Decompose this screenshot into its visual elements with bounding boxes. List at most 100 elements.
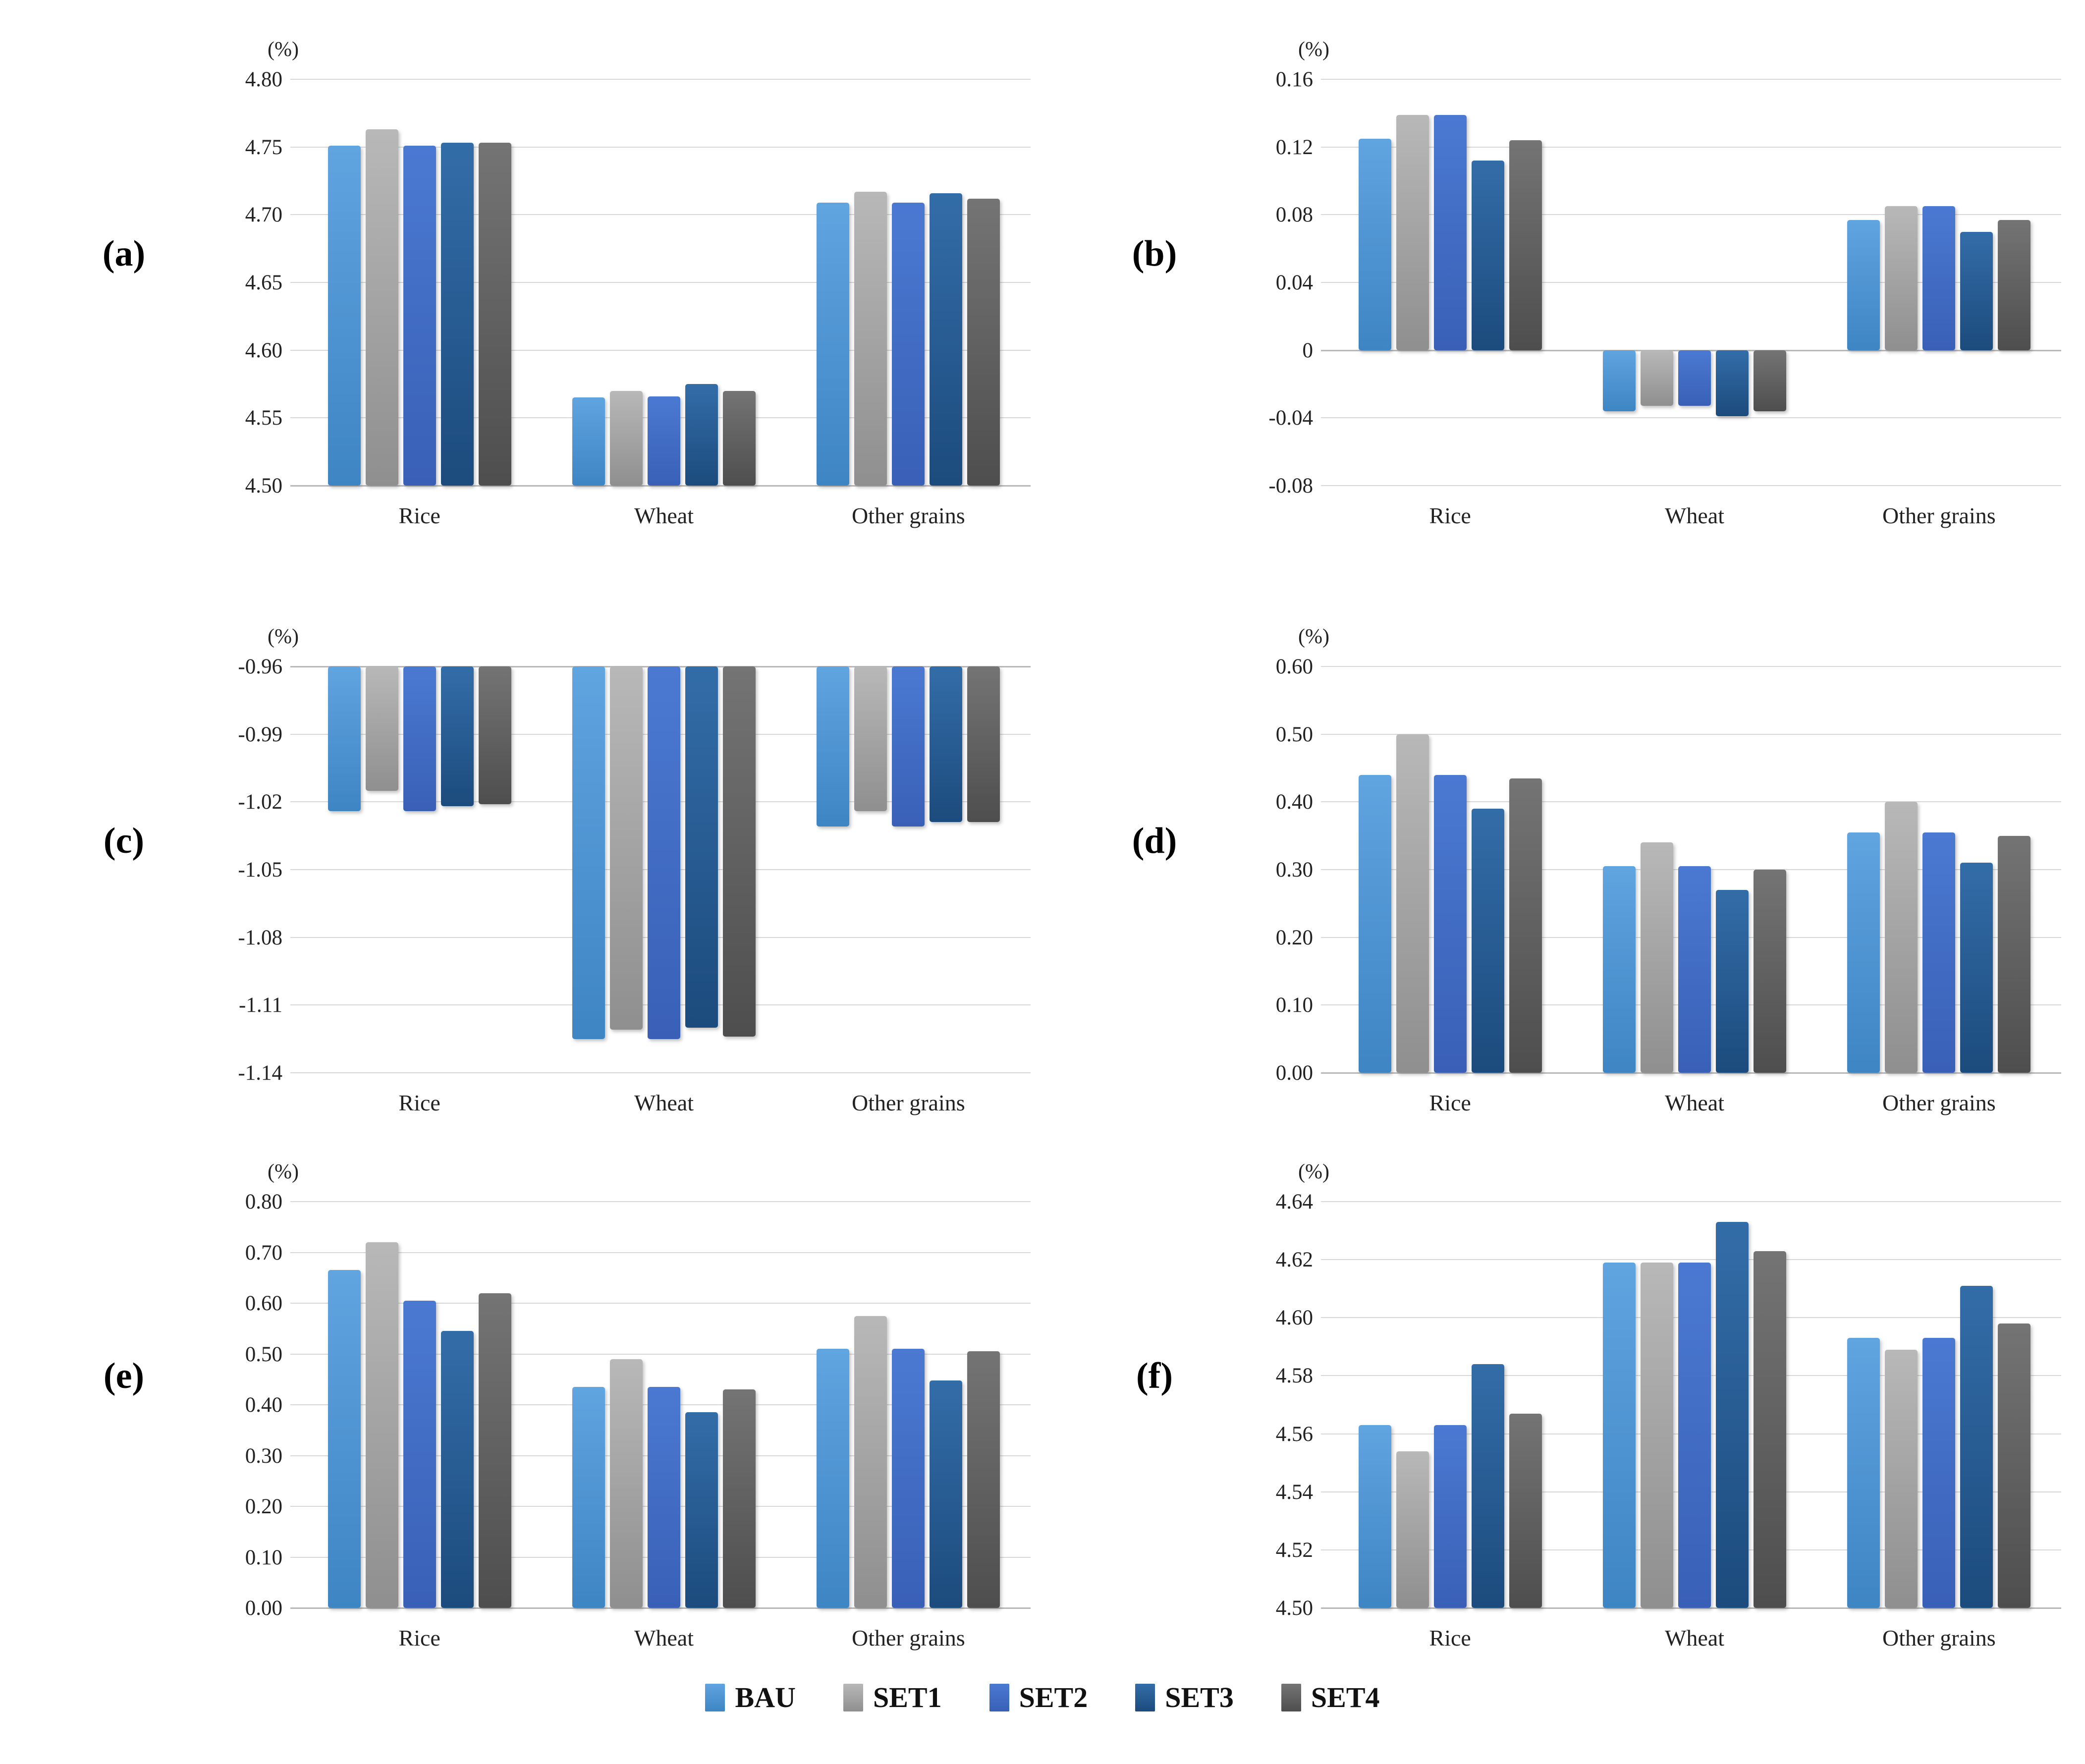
bar-set4-rice [478,666,511,804]
bar-set2-other-grains [892,1349,925,1608]
x-axis-category-label: Other grains [851,503,965,528]
y-axis-tick-label: 0 [1302,338,1314,362]
bar-set4-other-grains [1998,835,2031,1073]
x-axis-category-label: Wheat [1664,1625,1724,1651]
y-axis-tick-label: -1.02 [238,790,282,814]
gridline [290,485,1031,487]
bar-set4-rice [1509,1413,1542,1608]
plot-area [290,79,1031,487]
gridline [290,1303,1031,1304]
bar-set3-wheat [1716,350,1749,416]
bar-set3-wheat [685,384,718,486]
bar-set1-wheat [610,1359,643,1608]
y-axis-unit-label: (%) [268,1160,299,1183]
bar-set3-rice [440,143,474,486]
plot-area [1321,666,2061,1074]
panel-label-a: (a) [102,233,146,274]
gridline [290,1353,1031,1355]
gridline [290,79,1031,80]
bar-bau-rice [328,1270,361,1608]
x-axis-category-label: Other grains [851,1625,965,1651]
x-axis-category-label: Other grains [851,1090,965,1115]
y-axis-tick-label: 0.40 [245,1393,282,1417]
bar-set1-wheat [1641,1263,1673,1608]
y-axis-tick-label: 4.62 [1275,1248,1313,1272]
y-axis-tick-label: 0.80 [245,1190,282,1213]
plot-area [1321,79,2061,486]
y-axis-tick-label: -0.04 [1268,406,1313,430]
y-axis-tick-label: 0.08 [1275,203,1313,227]
bar-set2-wheat [1678,350,1711,406]
bar-set1-wheat [610,390,643,486]
x-axis-category-label: Wheat [1664,1090,1724,1115]
y-axis-tick-label: 0.16 [1275,68,1313,91]
y-axis-tick-label: -0.08 [1268,474,1313,497]
bar-set2-wheat [648,666,680,1039]
bar-set2-rice [403,1300,436,1608]
legend-label-bau: BAU [735,1681,796,1713]
bar-set4-wheat [1754,1251,1786,1608]
bar-set4-rice [1509,140,1542,350]
y-axis-tick-label: 0.20 [245,1495,282,1518]
y-axis-tick-label: 0.50 [1275,722,1313,746]
bar-bau-other-grains [817,666,850,827]
bar-set2-wheat [648,396,680,486]
legend-item-bau: BAU [705,1681,796,1714]
y-axis-tick-label: 4.52 [1275,1538,1313,1562]
bar-set2-rice [1433,1425,1467,1608]
gridline [1321,485,2061,486]
bar-set4-other-grains [967,198,1000,486]
legend-swatch-set2 [989,1683,1009,1711]
bar-bau-rice [1358,1425,1391,1608]
bar-set1-wheat [1641,350,1673,406]
y-axis-unit-label: (%) [268,625,299,648]
bar-bau-wheat [572,1387,605,1608]
y-axis-tick-label: -1.08 [238,926,282,949]
gridline [1321,1201,2061,1202]
y-axis-tick-label: -1.14 [238,1061,282,1085]
gridline [290,146,1031,148]
bar-bau-other-grains [1847,832,1880,1073]
y-axis-tick-label: 4.80 [245,68,282,91]
x-axis-category-label: Rice [398,1625,440,1651]
bar-set3-other-grains [930,193,963,486]
y-axis-tick-label: 0.60 [245,1292,282,1315]
bar-set4-other-grains [1998,220,2031,350]
bar-bau-other-grains [1847,1338,1880,1608]
bar-bau-other-grains [817,202,850,486]
bar-set1-rice [365,666,398,791]
y-axis-tick-label: -1.11 [239,993,282,1017]
y-axis-tick-label: 0.70 [245,1241,282,1265]
y-axis-tick-label: 4.60 [245,338,282,362]
legend-item-set1: SET1 [843,1681,942,1714]
x-axis-category-label: Wheat [634,1090,694,1115]
legend: BAU SET1 SET2 SET3 SET4 [0,1681,2085,1714]
bar-set1-other-grains [854,666,887,811]
y-axis-tick-label: 0.50 [245,1342,282,1366]
bar-set3-rice [1471,161,1504,350]
legend-item-set4: SET4 [1281,1681,1380,1714]
bar-chart-a: (%) 4.80 4.75 4.70 4.65 4.60 4.55 4.50 Rice Wheat… [208,35,1031,540]
bar-set1-rice [1396,734,1429,1073]
bar-set4-wheat [723,390,756,486]
panel-label-d: (d) [1132,821,1177,861]
y-axis-tick-label: 4.58 [1275,1364,1313,1388]
bar-bau-rice [328,666,361,811]
bar-set4-wheat [1754,350,1786,411]
x-axis-category-label: Wheat [1664,503,1724,528]
gridline [290,1252,1031,1253]
x-axis-category-label: Rice [1429,1625,1471,1651]
y-axis-tick-label: 0.00 [1275,1061,1313,1085]
y-axis-tick-label: 4.55 [245,406,282,430]
plot-area [290,1201,1031,1609]
chart-panel-c: (c) (%) -0.96 -0.99 -1.02 -1.05 -1.08 -1.11 -1.… [104,622,1031,1127]
legend-label-set1: SET1 [873,1681,942,1713]
y-axis-tick-label: -0.99 [238,722,282,746]
chart-panel-e: (e) (%) 0.80 0.70 0.60 0.50 0.40 0.30 0.20 0.10 0… [104,1157,1031,1662]
bar-set1-rice [1396,1451,1429,1608]
bar-bau-rice [1358,138,1391,350]
bar-set1-other-grains [1885,206,1918,350]
bar-set4-other-grains [967,666,1000,823]
bar-set2-wheat [1678,866,1711,1073]
